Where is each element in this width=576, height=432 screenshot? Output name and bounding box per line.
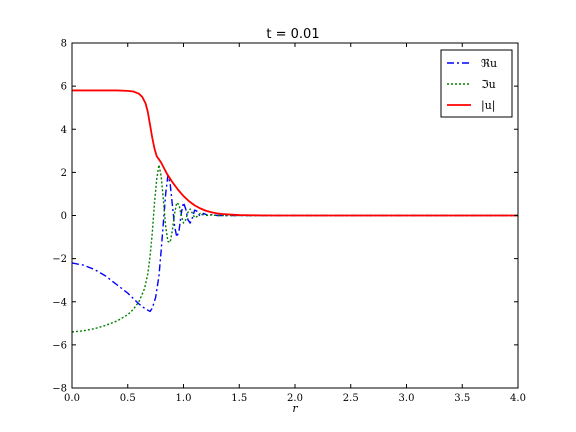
x-tick-label: 2.5 [343, 393, 359, 404]
ticks-layer: 0.0 0.5 1.0 1.5 2.0 2.5 3.0 3.5 4.0 −8 −6 −4 −2 0 2 4 6 8 [52, 39, 526, 405]
y-tick-label: −6 [52, 340, 67, 351]
x-tick-label: 3.5 [454, 393, 470, 404]
y-tick-label: −8 [52, 384, 67, 395]
y-tick-label: 6 [61, 82, 67, 93]
chart-title: t = 0.01 [266, 27, 319, 42]
legend-label-1: ℑu [481, 78, 496, 91]
y-tick-label: 0 [61, 211, 67, 222]
series-line-1 [72, 164, 518, 333]
y-tick-label: 2 [61, 168, 67, 179]
x-tick-label: 4.0 [510, 393, 526, 404]
x-tick-label: 1.5 [231, 393, 247, 404]
x-tick-label: 2.0 [287, 393, 303, 404]
y-tick-label: −2 [52, 254, 67, 265]
series-line-0 [72, 174, 518, 313]
x-tick-label: 0.5 [120, 393, 136, 404]
x-tick-label: 0.0 [64, 393, 80, 404]
y-tick-label: −4 [52, 297, 67, 308]
y-tick-label: 8 [61, 39, 67, 50]
legend: ℜu ℑu |u| [440, 49, 513, 118]
y-tick-label: 4 [61, 125, 67, 136]
x-axis-label: r [292, 402, 298, 415]
x-tick-label: 1.0 [176, 393, 192, 404]
x-tick-label: 3.0 [399, 393, 415, 404]
legend-label-0: ℜu [481, 57, 497, 70]
legend-label-2: |u| [481, 99, 496, 113]
series-layer [72, 89, 518, 333]
series-line-2 [72, 89, 518, 217]
